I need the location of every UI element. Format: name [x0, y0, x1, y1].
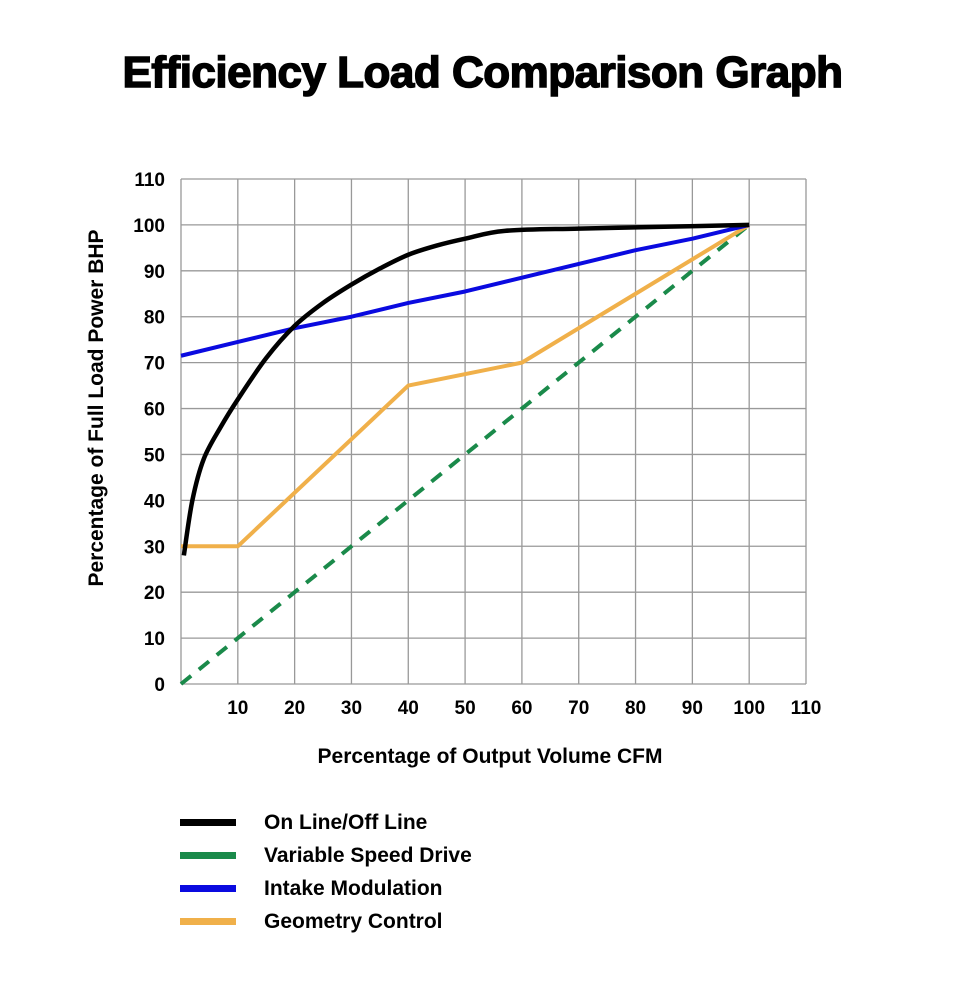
legend: On Line/Off Line Variable Speed Drive Inta…	[180, 806, 472, 938]
legend-label: Variable Speed Drive	[264, 843, 472, 867]
y-tick-label: 80	[144, 308, 165, 329]
y-tick-label: 0	[154, 675, 165, 696]
x-tick-label: 40	[398, 698, 419, 719]
chart-title: Efficiency Load Comparison Graph	[122, 47, 844, 98]
legend-item: Geometry Control	[180, 905, 472, 938]
series-line-intake-modulation	[180, 222, 750, 358]
x-tick-label: 20	[284, 698, 305, 719]
y-tick-label: 50	[144, 445, 165, 466]
legend-label: Intake Modulation	[264, 876, 443, 900]
y-tick-label: 110	[134, 170, 165, 191]
y-tick-label: 90	[144, 262, 165, 283]
series-line-variable-speed-drive	[179, 223, 751, 686]
legend-item: Variable Speed Drive	[180, 839, 472, 872]
chart: 10 20 30 40 50 60 70 80 90 100 110 0 10 20 30 40 50 60 70 8…	[85, 170, 822, 768]
y-tick-label: 40	[144, 491, 165, 512]
series-line-on-line-off-line	[181, 222, 750, 556]
y-tick-label: 60	[144, 400, 165, 421]
legend-swatch	[180, 885, 236, 892]
x-tick-label: 70	[568, 698, 589, 719]
x-axis-label: Percentage of Output Volume CFM	[318, 745, 663, 768]
x-tick-label: 100	[733, 698, 765, 719]
legend-label: Geometry Control	[264, 909, 443, 933]
x-tick-label: 110	[791, 698, 822, 719]
y-axis-label: Percentage of Full Load Power BHP	[85, 229, 108, 586]
x-tick-label: 80	[625, 698, 646, 719]
y-tick-label: 10	[144, 629, 165, 650]
x-tick-label: 90	[682, 698, 703, 719]
legend-swatch	[180, 918, 236, 925]
y-tick-label: 70	[144, 354, 165, 375]
y-tick-label: 30	[144, 537, 165, 558]
x-tick-label: 10	[227, 698, 248, 719]
legend-swatch	[180, 819, 236, 826]
y-tick-label: 20	[144, 583, 165, 604]
y-tick-label: 100	[133, 216, 165, 237]
legend-item: On Line/Off Line	[180, 806, 472, 839]
x-tick-label: 50	[455, 698, 476, 719]
x-tick-label: 30	[341, 698, 362, 719]
x-tick-label: 60	[511, 698, 532, 719]
legend-label: On Line/Off Line	[264, 810, 428, 834]
legend-item: Intake Modulation	[180, 872, 472, 905]
series-line-geometry-control	[181, 223, 751, 549]
legend-swatch	[180, 852, 236, 859]
